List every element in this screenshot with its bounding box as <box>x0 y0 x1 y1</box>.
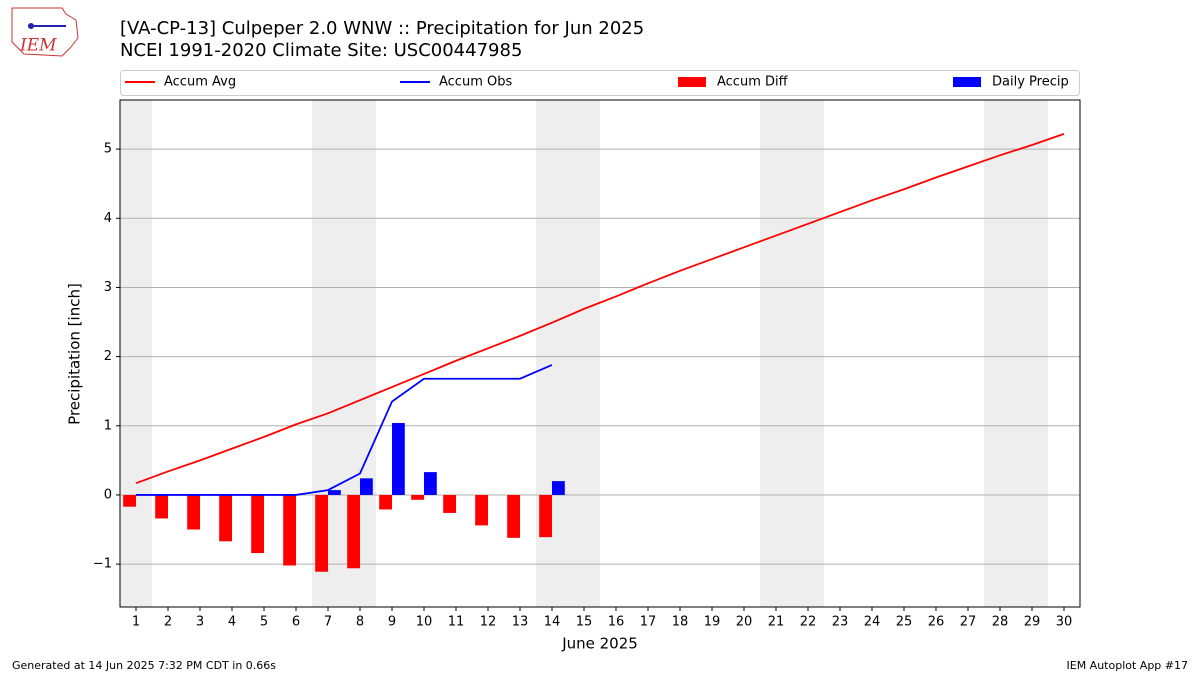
legend <box>120 70 1080 96</box>
x-tick-label: 16 <box>608 615 625 630</box>
logo: IEM <box>11 7 79 57</box>
chart-subtitle: NCEI 1991-2020 Climate Site: USC00447985 <box>120 40 522 61</box>
weekend-shade <box>984 100 1048 607</box>
x-tick-label: 17 <box>640 615 657 630</box>
bar <box>379 494 392 510</box>
x-tick-label: 15 <box>576 615 593 630</box>
chart-title: [VA-CP-13] Culpeper 2.0 WNW :: Precipita… <box>120 18 644 39</box>
x-tick-label: 24 <box>864 615 881 630</box>
x-tick-label: 21 <box>768 615 785 630</box>
bar <box>507 494 520 538</box>
x-tick-label: 19 <box>704 615 721 630</box>
plot-area <box>120 100 1080 607</box>
x-tick-label: 29 <box>1024 615 1041 630</box>
x-tick-label: 22 <box>800 615 817 630</box>
footer-left: Generated at 14 Jun 2025 7:32 PM CDT in … <box>12 659 276 672</box>
legend-swatch <box>953 77 981 87</box>
x-axis-label: June 2025 <box>561 635 638 653</box>
bar <box>360 478 373 495</box>
y-axis-label: Precipitation [inch] <box>66 283 84 425</box>
y-tick-label: 5 <box>104 142 112 157</box>
bar <box>475 494 488 526</box>
bar <box>552 481 565 495</box>
weekend-shade <box>120 100 152 607</box>
line <box>136 364 553 496</box>
x-tick-label: 28 <box>992 615 1009 630</box>
logo-text: IEM <box>19 36 57 56</box>
weekend-shade <box>760 100 824 607</box>
bar <box>315 494 328 572</box>
y-tick-label: 0 <box>104 487 112 502</box>
y-tick-label: 4 <box>104 211 112 226</box>
x-tick-label: 4 <box>228 615 236 630</box>
x-tick-label: 25 <box>896 615 913 630</box>
x-tick-label: 10 <box>416 615 433 630</box>
line <box>135 133 1065 485</box>
x-tick-label: 3 <box>196 615 204 630</box>
bar <box>328 490 341 495</box>
legend-swatch <box>678 77 706 87</box>
x-tick-label: 8 <box>356 615 364 630</box>
bar <box>392 423 405 495</box>
x-tick-label: 30 <box>1056 615 1073 630</box>
x-tick-label: 20 <box>736 615 753 630</box>
x-tick-label: 11 <box>448 615 465 630</box>
bar <box>155 494 168 519</box>
x-tick-label: 6 <box>292 615 300 630</box>
x-tick-label: 9 <box>388 615 396 630</box>
bar <box>424 472 437 495</box>
x-tick-label: 23 <box>832 615 849 630</box>
legend-label: Daily Precip <box>992 75 1069 90</box>
bar <box>539 494 552 538</box>
y-tick-label: 2 <box>104 349 112 364</box>
x-tick-label: 2 <box>164 615 172 630</box>
bar <box>443 494 456 513</box>
bar <box>347 494 360 569</box>
plot-frame <box>119 99 1081 608</box>
x-tick-label: 1 <box>132 615 140 630</box>
y-tick-label: −1 <box>93 557 112 572</box>
bar <box>251 494 264 554</box>
footer-right: IEM Autoplot App #17 <box>1067 659 1189 672</box>
x-tick-label: 5 <box>260 615 268 630</box>
x-tick-label: 13 <box>512 615 529 630</box>
x-tick-label: 12 <box>480 615 497 630</box>
y-tick-label: 1 <box>104 418 112 433</box>
x-tick-label: 27 <box>960 615 977 630</box>
legend-label: Accum Obs <box>439 75 512 90</box>
bar <box>219 494 232 542</box>
y-tick-label: 3 <box>104 280 112 295</box>
logo-outline <box>11 7 79 57</box>
x-tick-label: 18 <box>672 615 689 630</box>
legend-label: Accum Diff <box>717 75 789 90</box>
legend-label: Accum Avg <box>164 75 236 90</box>
x-tick-label: 14 <box>544 615 561 630</box>
bar <box>187 494 200 530</box>
x-tick-label: 7 <box>324 615 332 630</box>
bar <box>123 494 136 507</box>
logo-dot <box>28 23 34 29</box>
x-tick-label: 26 <box>928 615 945 630</box>
bar <box>411 494 424 500</box>
bar <box>283 494 296 566</box>
